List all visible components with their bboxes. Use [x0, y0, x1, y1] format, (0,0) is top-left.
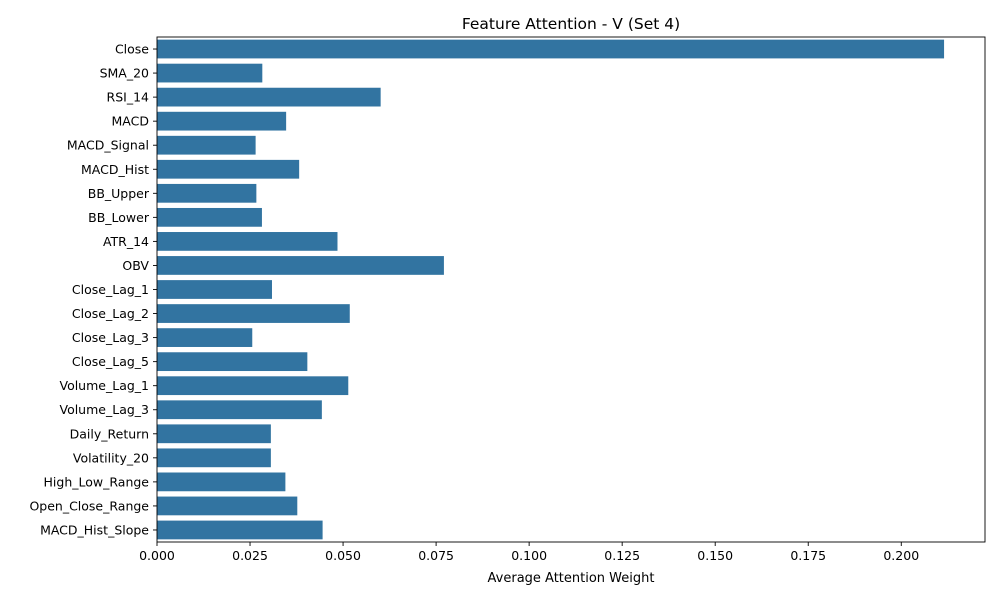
- bar-bb-upper: [157, 183, 257, 203]
- bars-group: [157, 39, 945, 540]
- chart-title: Feature Attention - V (Set 4): [462, 15, 680, 33]
- y-tick-label: Close_Lag_2: [72, 306, 149, 321]
- bar-close-lag-1: [157, 280, 272, 299]
- plot-frame: [156, 36, 986, 543]
- y-tick-label: MACD: [112, 114, 149, 129]
- y-tick-label: OBV: [122, 258, 149, 273]
- x-tick-label: 0.125: [604, 548, 640, 563]
- bar-macd: [157, 111, 287, 131]
- bar-macd-hist: [157, 159, 300, 179]
- x-tick-label: 0.000: [139, 548, 175, 563]
- y-axis: Close SMA_20 RSI_14 MACD MACD_Signal MACD_His…: [29, 42, 157, 537]
- bar-volume-lag-1: [157, 376, 349, 396]
- x-tick-label: 0.200: [883, 548, 919, 563]
- bar-volume-lag-3: [157, 400, 322, 420]
- x-tick-label: 0.050: [325, 548, 361, 563]
- y-tick-label: High_Low_Range: [44, 474, 150, 489]
- y-tick-label: Close_Lag_1: [72, 282, 149, 297]
- y-tick-label: MACD_Signal: [67, 138, 149, 153]
- y-tick-label: BB_Lower: [88, 210, 150, 225]
- bar-macd-signal: [157, 135, 256, 155]
- y-tick-label: Volatility_20: [73, 450, 149, 465]
- bar-high-low-range: [157, 472, 286, 492]
- x-axis-title: Average Attention Weight: [488, 571, 655, 586]
- y-tick-label: Volume_Lag_3: [59, 402, 149, 417]
- y-tick-label: Close_Lag_5: [72, 354, 149, 369]
- bar-rsi-14: [157, 87, 381, 107]
- bar-obv: [157, 256, 444, 275]
- bar-daily-return: [157, 424, 271, 444]
- bar-bb-lower: [157, 207, 262, 227]
- x-tick-label: 0.075: [418, 548, 454, 563]
- bar-close-lag-3: [157, 328, 253, 347]
- x-tick-label: 0.025: [232, 548, 268, 563]
- y-tick-label: Daily_Return: [70, 426, 149, 441]
- bar-close-lag-5: [157, 352, 308, 372]
- x-tick-label: 0.100: [511, 548, 547, 563]
- bar-macd-hist-slope: [157, 520, 323, 540]
- bar-open-close-range: [157, 496, 298, 516]
- y-tick-label: Volume_Lag_1: [59, 378, 149, 393]
- y-tick-label: Close_Lag_3: [72, 330, 149, 345]
- y-tick-label: ATR_14: [103, 234, 149, 249]
- x-axis: 0.000 0.025 0.050 0.075 0.100 0.125 0.150 0.175…: [139, 542, 919, 563]
- x-tick-label: 0.150: [697, 548, 733, 563]
- bar-atr-14: [157, 232, 338, 251]
- y-tick-label: RSI_14: [107, 90, 150, 105]
- y-tick-label: SMA_20: [100, 66, 149, 81]
- y-tick-label: Open_Close_Range: [29, 498, 149, 513]
- y-tick-label: MACD_Hist_Slope: [40, 522, 149, 537]
- y-tick-label: MACD_Hist: [81, 162, 149, 177]
- y-tick-label: BB_Upper: [88, 186, 150, 201]
- bar-close: [157, 39, 945, 59]
- bar-volatility-20: [157, 448, 271, 468]
- x-tick-label: 0.175: [790, 548, 826, 563]
- y-tick-label: Close: [115, 42, 149, 57]
- bar-close-lag-2: [157, 304, 350, 323]
- bar-sma-20: [157, 63, 263, 83]
